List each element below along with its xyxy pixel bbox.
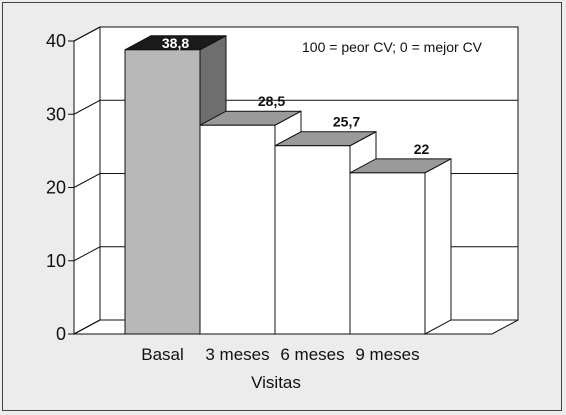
data-label: 38,8 xyxy=(162,35,189,51)
gridline xyxy=(73,26,518,42)
bar-front xyxy=(124,49,201,335)
x-tick-label: 6 meses xyxy=(280,345,344,364)
x-tick-label: Basal xyxy=(141,345,184,364)
bar-front xyxy=(199,124,276,335)
data-labels: Basal 38,8 3 meses 28,5 6 meses 25,7 9 meses 22 xyxy=(141,35,429,364)
bar-front xyxy=(349,172,426,335)
chart-annotation: 100 = peor CV; 0 = mejor CV xyxy=(302,39,483,55)
y-tick-label: 20 xyxy=(46,178,66,198)
y-tick-label: 30 xyxy=(46,104,66,124)
data-label: 22 xyxy=(414,141,430,157)
x-tick-label: 3 meses xyxy=(205,345,269,364)
bar-front xyxy=(274,145,351,335)
bar-side xyxy=(424,158,452,335)
x-axis-title: Visitas xyxy=(251,373,301,392)
y-tick-label: 10 xyxy=(46,251,66,271)
gridline xyxy=(73,99,518,115)
x-tick-label: 9 meses xyxy=(355,345,419,364)
data-label: 28,5 xyxy=(258,93,285,109)
y-tick-label: 0 xyxy=(56,324,66,344)
data-label: 25,7 xyxy=(333,114,360,130)
y-axis: 0 10 20 30 40 xyxy=(46,31,75,344)
bars xyxy=(124,34,452,335)
y-tick-label: 40 xyxy=(46,31,66,51)
bar xyxy=(349,158,452,335)
